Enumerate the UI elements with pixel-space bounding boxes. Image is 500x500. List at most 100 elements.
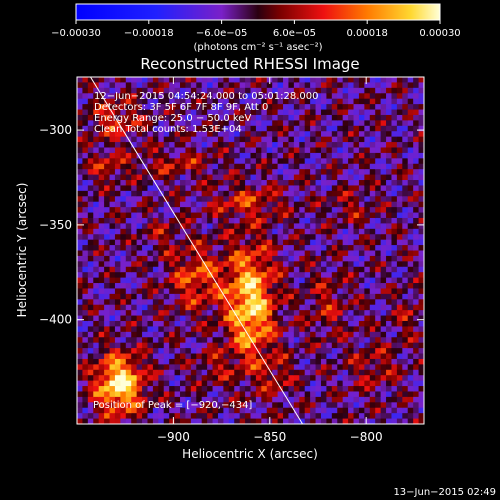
heatmap-cell (386, 407, 393, 414)
heatmap-cell (358, 125, 365, 132)
heatmap-cell (369, 250, 376, 257)
heatmap-cell (239, 196, 246, 203)
heatmap-cell (348, 212, 355, 219)
heatmap-cell (277, 142, 284, 149)
heatmap-cell (375, 180, 382, 187)
heatmap-cell (87, 180, 94, 187)
heatmap-cell (348, 391, 355, 398)
heatmap-cell (87, 304, 94, 311)
heatmap-cell (185, 358, 192, 365)
heatmap-cell (342, 77, 349, 84)
heatmap-cell (391, 174, 398, 181)
heatmap-cell (120, 82, 127, 89)
heatmap-cell (147, 104, 154, 111)
heatmap-cell (120, 337, 127, 344)
heatmap-cell (337, 180, 344, 187)
heatmap-cell (163, 207, 170, 214)
heatmap-cell (348, 87, 355, 94)
heatmap-cell (293, 299, 300, 306)
heatmap-cell (190, 142, 197, 149)
heatmap-cell (413, 277, 420, 284)
heatmap-cell (288, 331, 295, 338)
heatmap-cell (142, 369, 149, 376)
heatmap-cell (396, 114, 403, 121)
heatmap-cell (77, 228, 84, 235)
heatmap-cell (358, 261, 365, 268)
heatmap-cell (163, 315, 170, 322)
heatmap-cell (261, 293, 268, 300)
heatmap-cell (266, 82, 273, 89)
heatmap-cell (196, 255, 203, 262)
heatmap-cell (283, 212, 290, 219)
heatmap-cell (152, 293, 159, 300)
heatmap-cell (180, 364, 187, 371)
heatmap-cell (315, 364, 322, 371)
heatmap-cell (272, 180, 279, 187)
heatmap-cell (217, 93, 224, 100)
heatmap-cell (158, 104, 165, 111)
heatmap-cell (82, 131, 89, 138)
heatmap-cell (288, 283, 295, 290)
heatmap-cell (342, 413, 349, 420)
heatmap-cell (174, 413, 181, 420)
heatmap-cell (407, 147, 414, 154)
heatmap-cell (337, 201, 344, 208)
heatmap-cell (125, 114, 132, 121)
heatmap-cell (315, 288, 322, 295)
heatmap-cell (364, 125, 371, 132)
heatmap-cell (299, 320, 306, 327)
heatmap-cell (413, 304, 420, 311)
heatmap-cell (250, 337, 257, 344)
heatmap-cell (375, 212, 382, 219)
heatmap-cell (288, 163, 295, 170)
heatmap-cell (315, 223, 322, 230)
heatmap-cell (136, 315, 143, 322)
heatmap-cell (223, 364, 230, 371)
colorbar-tick-label: −6.0e−05 (196, 28, 248, 39)
heatmap-cell (331, 299, 338, 306)
heatmap-cell (418, 407, 424, 414)
heatmap-cell (402, 320, 409, 327)
heatmap-cell (217, 77, 224, 84)
heatmap-cell (87, 228, 94, 235)
heatmap-cell (299, 413, 306, 420)
heatmap-cell (131, 174, 138, 181)
heatmap-cell (396, 212, 403, 219)
heatmap-cell (228, 358, 235, 365)
heatmap-cell (310, 315, 317, 322)
heatmap-cell (342, 212, 349, 219)
heatmap-cell (185, 196, 192, 203)
heatmap-cell (196, 234, 203, 241)
heatmap-cell (304, 212, 311, 219)
heatmap-cell (310, 163, 317, 170)
heatmap-cell (147, 131, 154, 138)
heatmap-cell (358, 212, 365, 219)
heatmap-cell (293, 180, 300, 187)
heatmap-cell (77, 147, 84, 154)
heatmap-cell (250, 283, 257, 290)
heatmap-cell (315, 337, 322, 344)
heatmap-cell (169, 396, 176, 403)
heatmap-cell (261, 158, 268, 165)
heatmap-cell (82, 386, 89, 393)
heatmap-cell (136, 353, 143, 360)
heatmap-cell (136, 109, 143, 116)
heatmap-cell (272, 212, 279, 219)
heatmap-cell (87, 315, 94, 322)
heatmap-cell (283, 320, 290, 327)
heatmap-cell (380, 283, 387, 290)
heatmap-cell (310, 261, 317, 268)
heatmap-cell (386, 255, 393, 262)
heatmap-cell (77, 77, 84, 84)
heatmap-cell (386, 331, 393, 338)
heatmap-cell (337, 277, 344, 284)
heatmap-cell (131, 277, 138, 284)
heatmap-cell (315, 310, 322, 317)
heatmap-cell (207, 293, 214, 300)
heatmap-cell (326, 396, 333, 403)
heatmap-cell (272, 93, 279, 100)
heatmap-cell (418, 337, 424, 344)
heatmap-cell (402, 109, 409, 116)
heatmap-cell (418, 104, 424, 111)
heatmap-cell (407, 402, 414, 409)
